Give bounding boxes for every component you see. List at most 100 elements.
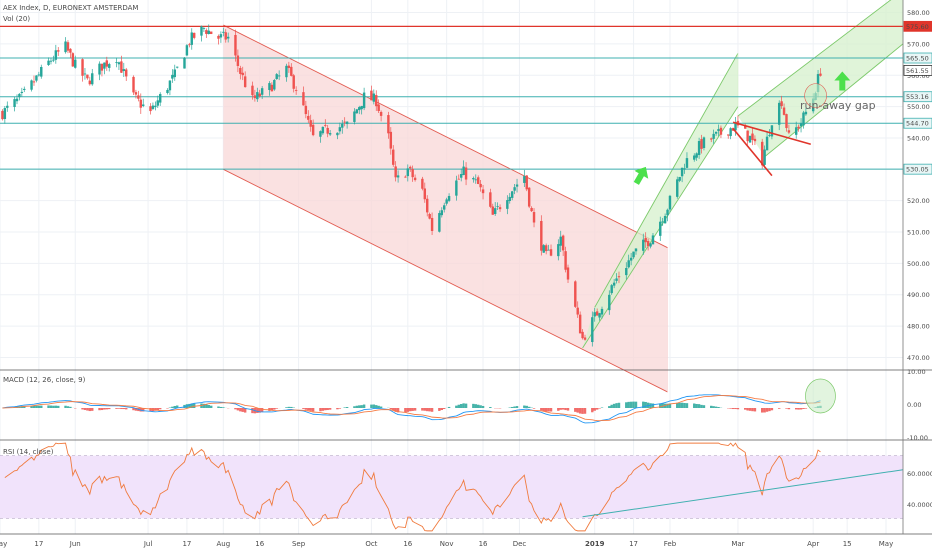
candle-body	[527, 187, 531, 207]
candle-body	[173, 69, 176, 78]
rsi-trendline	[582, 469, 904, 518]
macd-histogram-bar	[207, 404, 210, 408]
rsi-tick: 60.0000	[907, 470, 932, 478]
candle-body	[183, 57, 186, 69]
macd-histogram-bar	[430, 408, 434, 412]
macd-histogram-bar	[574, 408, 577, 412]
macd-histogram-bar	[765, 408, 769, 412]
candle-body	[642, 239, 645, 251]
macd-histogram-bar	[544, 408, 548, 412]
macd-histogram-bar	[37, 405, 41, 408]
macd-histogram-bar	[659, 403, 662, 408]
candle-body	[676, 179, 679, 197]
macd-histogram-bar	[428, 408, 431, 412]
annotations	[633, 71, 851, 185]
date-axis[interactable]: May 17 Jun Jul 17 Aug 16 Sep Oct 16 Nov 16 Dec 2019 17…	[0, 540, 893, 548]
candle-body	[328, 133, 332, 135]
price-tick-label: 490.00	[907, 291, 930, 299]
candle-body	[489, 192, 492, 207]
macd-histogram-bar	[693, 403, 696, 408]
candle-body	[226, 36, 230, 39]
macd-histogram-bar	[777, 408, 781, 409]
date-tick-label: Jul	[143, 540, 153, 548]
macd-histogram-bar	[120, 408, 123, 410]
price-candles[interactable]	[1, 24, 822, 347]
price-axis[interactable]: 470.00 480.00 490.00 500.00 510.00 520.00 530.…	[903, 9, 932, 362]
macd-tick: 10.00	[907, 368, 926, 376]
macd-histogram-bar	[768, 408, 771, 412]
macd-histogram-bar	[797, 408, 800, 410]
macd-histogram-bar	[66, 406, 70, 408]
macd-histogram-bar	[134, 408, 138, 411]
macd-histogram-bar	[608, 406, 611, 408]
candle-body	[222, 31, 225, 33]
candle-body	[217, 35, 220, 39]
macd-histogram-bar	[561, 408, 565, 410]
date-tick-label: Jun	[69, 540, 81, 548]
candle-body	[765, 136, 769, 151]
macd-histogram-bar	[234, 408, 237, 410]
macd-histogram-bar	[355, 405, 359, 408]
macd-panel[interactable]	[2, 378, 836, 424]
macd-histogram-bar	[413, 408, 417, 411]
candle-body	[566, 267, 570, 280]
macd-histogram-bar	[47, 405, 50, 408]
candle-body	[717, 129, 720, 131]
macd-histogram-bar	[103, 408, 106, 410]
macd-tick: 0.00	[907, 401, 921, 409]
macd-histogram-bar	[510, 406, 514, 408]
candle-body	[219, 34, 223, 38]
candle-body	[236, 55, 240, 66]
candle-body	[202, 28, 206, 29]
candle-body	[744, 125, 747, 129]
candle-body	[81, 59, 84, 76]
price-tag-label: 565.50	[906, 55, 929, 63]
macd-histogram-bar	[256, 408, 259, 413]
macd-histogram-bar	[532, 408, 536, 409]
triangle-lower-line	[732, 128, 773, 177]
price-tag-box	[903, 91, 932, 103]
candle-body	[18, 93, 21, 98]
macd-histogram-bar	[190, 403, 193, 408]
candle-body	[632, 251, 635, 258]
macd-histogram-bar	[392, 408, 395, 411]
macd-histogram-bar	[712, 406, 715, 408]
candle-body	[515, 184, 519, 187]
date-tick-label: 17	[34, 540, 43, 548]
macd-histogram-bar	[81, 408, 84, 410]
candle-body	[421, 178, 424, 189]
macd-histogram-bar	[753, 408, 757, 412]
macd-histogram-bar	[583, 408, 587, 414]
macd-histogram-bar	[804, 408, 808, 409]
candle-body	[98, 63, 101, 75]
candle-body	[508, 196, 511, 201]
candle-body	[695, 153, 698, 158]
candle-body	[459, 174, 463, 178]
candle-body	[532, 212, 536, 223]
macd-histogram-bar	[222, 407, 225, 408]
macd-histogram-bar	[557, 408, 560, 411]
candle-body	[651, 235, 655, 245]
candle-body	[205, 30, 208, 34]
macd-histogram-bar	[239, 408, 242, 412]
candle-body	[54, 50, 58, 60]
date-tick-label: Apr	[807, 540, 819, 548]
down-channel-upper-line	[223, 24, 668, 249]
price-tag-box	[903, 163, 932, 175]
candle-body	[406, 168, 410, 177]
candle-body	[634, 248, 638, 252]
macd-histogram-bar	[115, 408, 118, 409]
macd-histogram-bar	[202, 403, 206, 408]
macd-histogram-bar	[612, 403, 616, 408]
macd-histogram-bar	[625, 402, 628, 408]
macd-histogram-bar	[540, 408, 543, 411]
rsi-panel[interactable]	[0, 442, 904, 532]
candle-body	[156, 100, 159, 106]
candle-body	[151, 105, 155, 109]
macd-histogram-bar	[714, 406, 718, 408]
candle-body	[649, 243, 652, 247]
candle-body	[430, 217, 434, 231]
macd-histogram-bar	[678, 402, 681, 408]
candle-body	[472, 178, 475, 180]
